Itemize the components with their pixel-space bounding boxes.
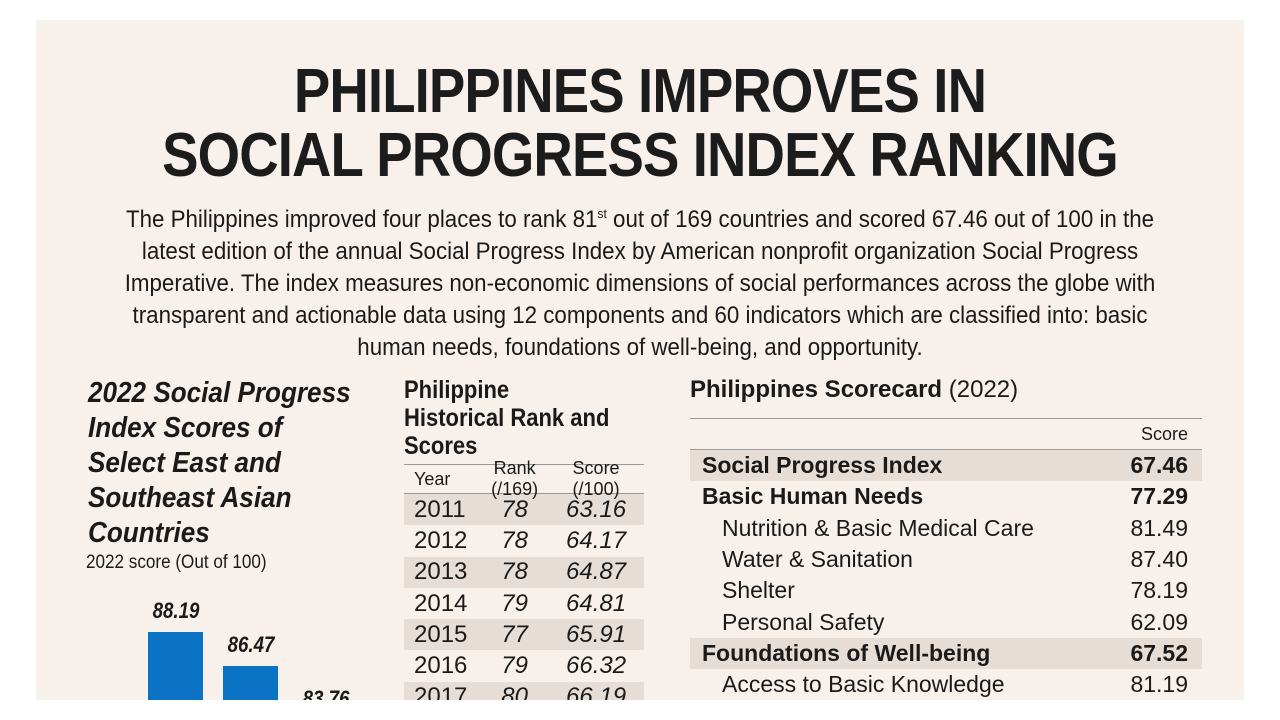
headline-line-2: SOCIAL PROGRESS INDEX RANKING — [162, 121, 1119, 190]
score-cell: 64.17 — [566, 526, 627, 554]
score-cell: 65.91 — [566, 620, 627, 648]
rank-cell: 78 — [501, 526, 528, 554]
scorecard-row: Social Progress Index 67.46 — [690, 450, 1202, 482]
scorecard-row: Personal Safety 62.09 — [690, 606, 1202, 637]
rank-cell: 77 — [501, 620, 528, 648]
chart-subtitle: 2022 score (Out of 100) — [86, 552, 267, 573]
bar — [148, 632, 203, 700]
score-cell: 63.16 — [566, 495, 627, 523]
score-cell: 64.81 — [566, 589, 627, 617]
score-header: Score — [690, 418, 1202, 450]
score-cell: 64.87 — [566, 558, 627, 586]
table-row: 2016 79 66.32 — [404, 650, 644, 681]
table-row: 2015 77 65.91 — [404, 619, 644, 651]
year-cell: 2017 — [414, 683, 468, 700]
rank-cell: 78 — [501, 558, 528, 586]
year-cell: 2015 — [414, 620, 468, 648]
bar-value-label: 88.19 — [152, 598, 200, 623]
scorecard-title: Philippines Scorecard (2022) — [690, 376, 1019, 403]
row-score: 77.29 — [1130, 483, 1188, 510]
history-table: Philippine Historical Rank and Scores Ye… — [404, 376, 644, 700]
scorecard-row: Basic Human Needs 77.29 — [690, 481, 1202, 512]
rank-cell: 78 — [501, 495, 528, 523]
rank-cell: 80 — [501, 683, 528, 700]
headline-line-1: PHILIPPINES IMPROVES IN — [293, 57, 987, 126]
table-row: 2014 79 64.81 — [404, 588, 644, 619]
scorecard-row: Foundations of Well-being 67.52 — [690, 637, 1202, 670]
row-label: Basic Human Needs — [702, 483, 924, 510]
row-label: Nutrition & Basic Medical Care — [722, 514, 1034, 541]
history-header: Year Rank (/169) Score (/100) — [404, 458, 644, 499]
score-cell: 66.19 — [566, 683, 627, 700]
table-row: 2012 78 64.17 — [404, 525, 644, 556]
bar-value-label: 83.76 — [302, 686, 350, 700]
scorecard-row: Nutrition & Basic Medical Care 81.49 — [690, 513, 1202, 544]
year-cell: 2016 — [414, 652, 468, 680]
row-label: Water & Sanitation — [722, 546, 913, 573]
year-cell: 2013 — [414, 558, 468, 586]
year-cell: 2011 — [414, 495, 466, 523]
row-label: Access to Basic Knowledge — [722, 671, 1005, 698]
score-cell: 66.32 — [566, 652, 627, 680]
year-cell: 2014 — [414, 589, 468, 617]
scorecard-row: Shelter 78.19 — [690, 575, 1202, 606]
row-score: 78.19 — [1130, 577, 1188, 604]
year-cell: 2012 — [414, 526, 468, 554]
scorecard-row: Access to Basic Knowledge 81.19 — [690, 669, 1202, 700]
table-row: 2017 80 66.19 — [404, 681, 644, 700]
history-title: Philippine Historical Rank and Scores — [404, 376, 610, 460]
rank-cell: 79 — [501, 589, 528, 617]
row-score: 81.19 — [1130, 671, 1188, 698]
rank-cell: 79 — [501, 652, 528, 680]
infographic-panel: PHILIPPINES IMPROVES IN SOCIAL PROGRESS … — [36, 20, 1244, 700]
chart-title: 2022 Social Progress Index Scores of Sel… — [88, 377, 351, 549]
row-score: 67.46 — [1130, 452, 1188, 479]
header-score: Score (/100) — [572, 458, 620, 499]
scorecard-row: Water & Sanitation 87.40 — [690, 544, 1202, 575]
bar — [223, 666, 278, 700]
row-label: Social Progress Index — [702, 452, 943, 479]
row-score: 67.52 — [1130, 639, 1188, 666]
row-label: Personal Safety — [722, 608, 885, 635]
scorecard: Philippines Scorecard (2022) Score Socia… — [690, 376, 1202, 700]
row-score: 62.09 — [1130, 608, 1188, 635]
bar-value-label: 86.47 — [227, 632, 275, 658]
header-rank: Rank (/169) — [491, 458, 539, 499]
header-year: Year — [414, 468, 451, 489]
row-label: Shelter — [722, 577, 795, 604]
intro-paragraph: The Philippines improved four places to … — [124, 206, 1156, 361]
table-row: 2011 78 63.16 — [404, 494, 644, 526]
table-row: 2013 78 64.87 — [404, 556, 644, 588]
row-score: 87.40 — [1130, 546, 1188, 573]
row-label: Foundations of Well-being — [702, 639, 991, 666]
row-score: 81.49 — [1130, 514, 1188, 541]
